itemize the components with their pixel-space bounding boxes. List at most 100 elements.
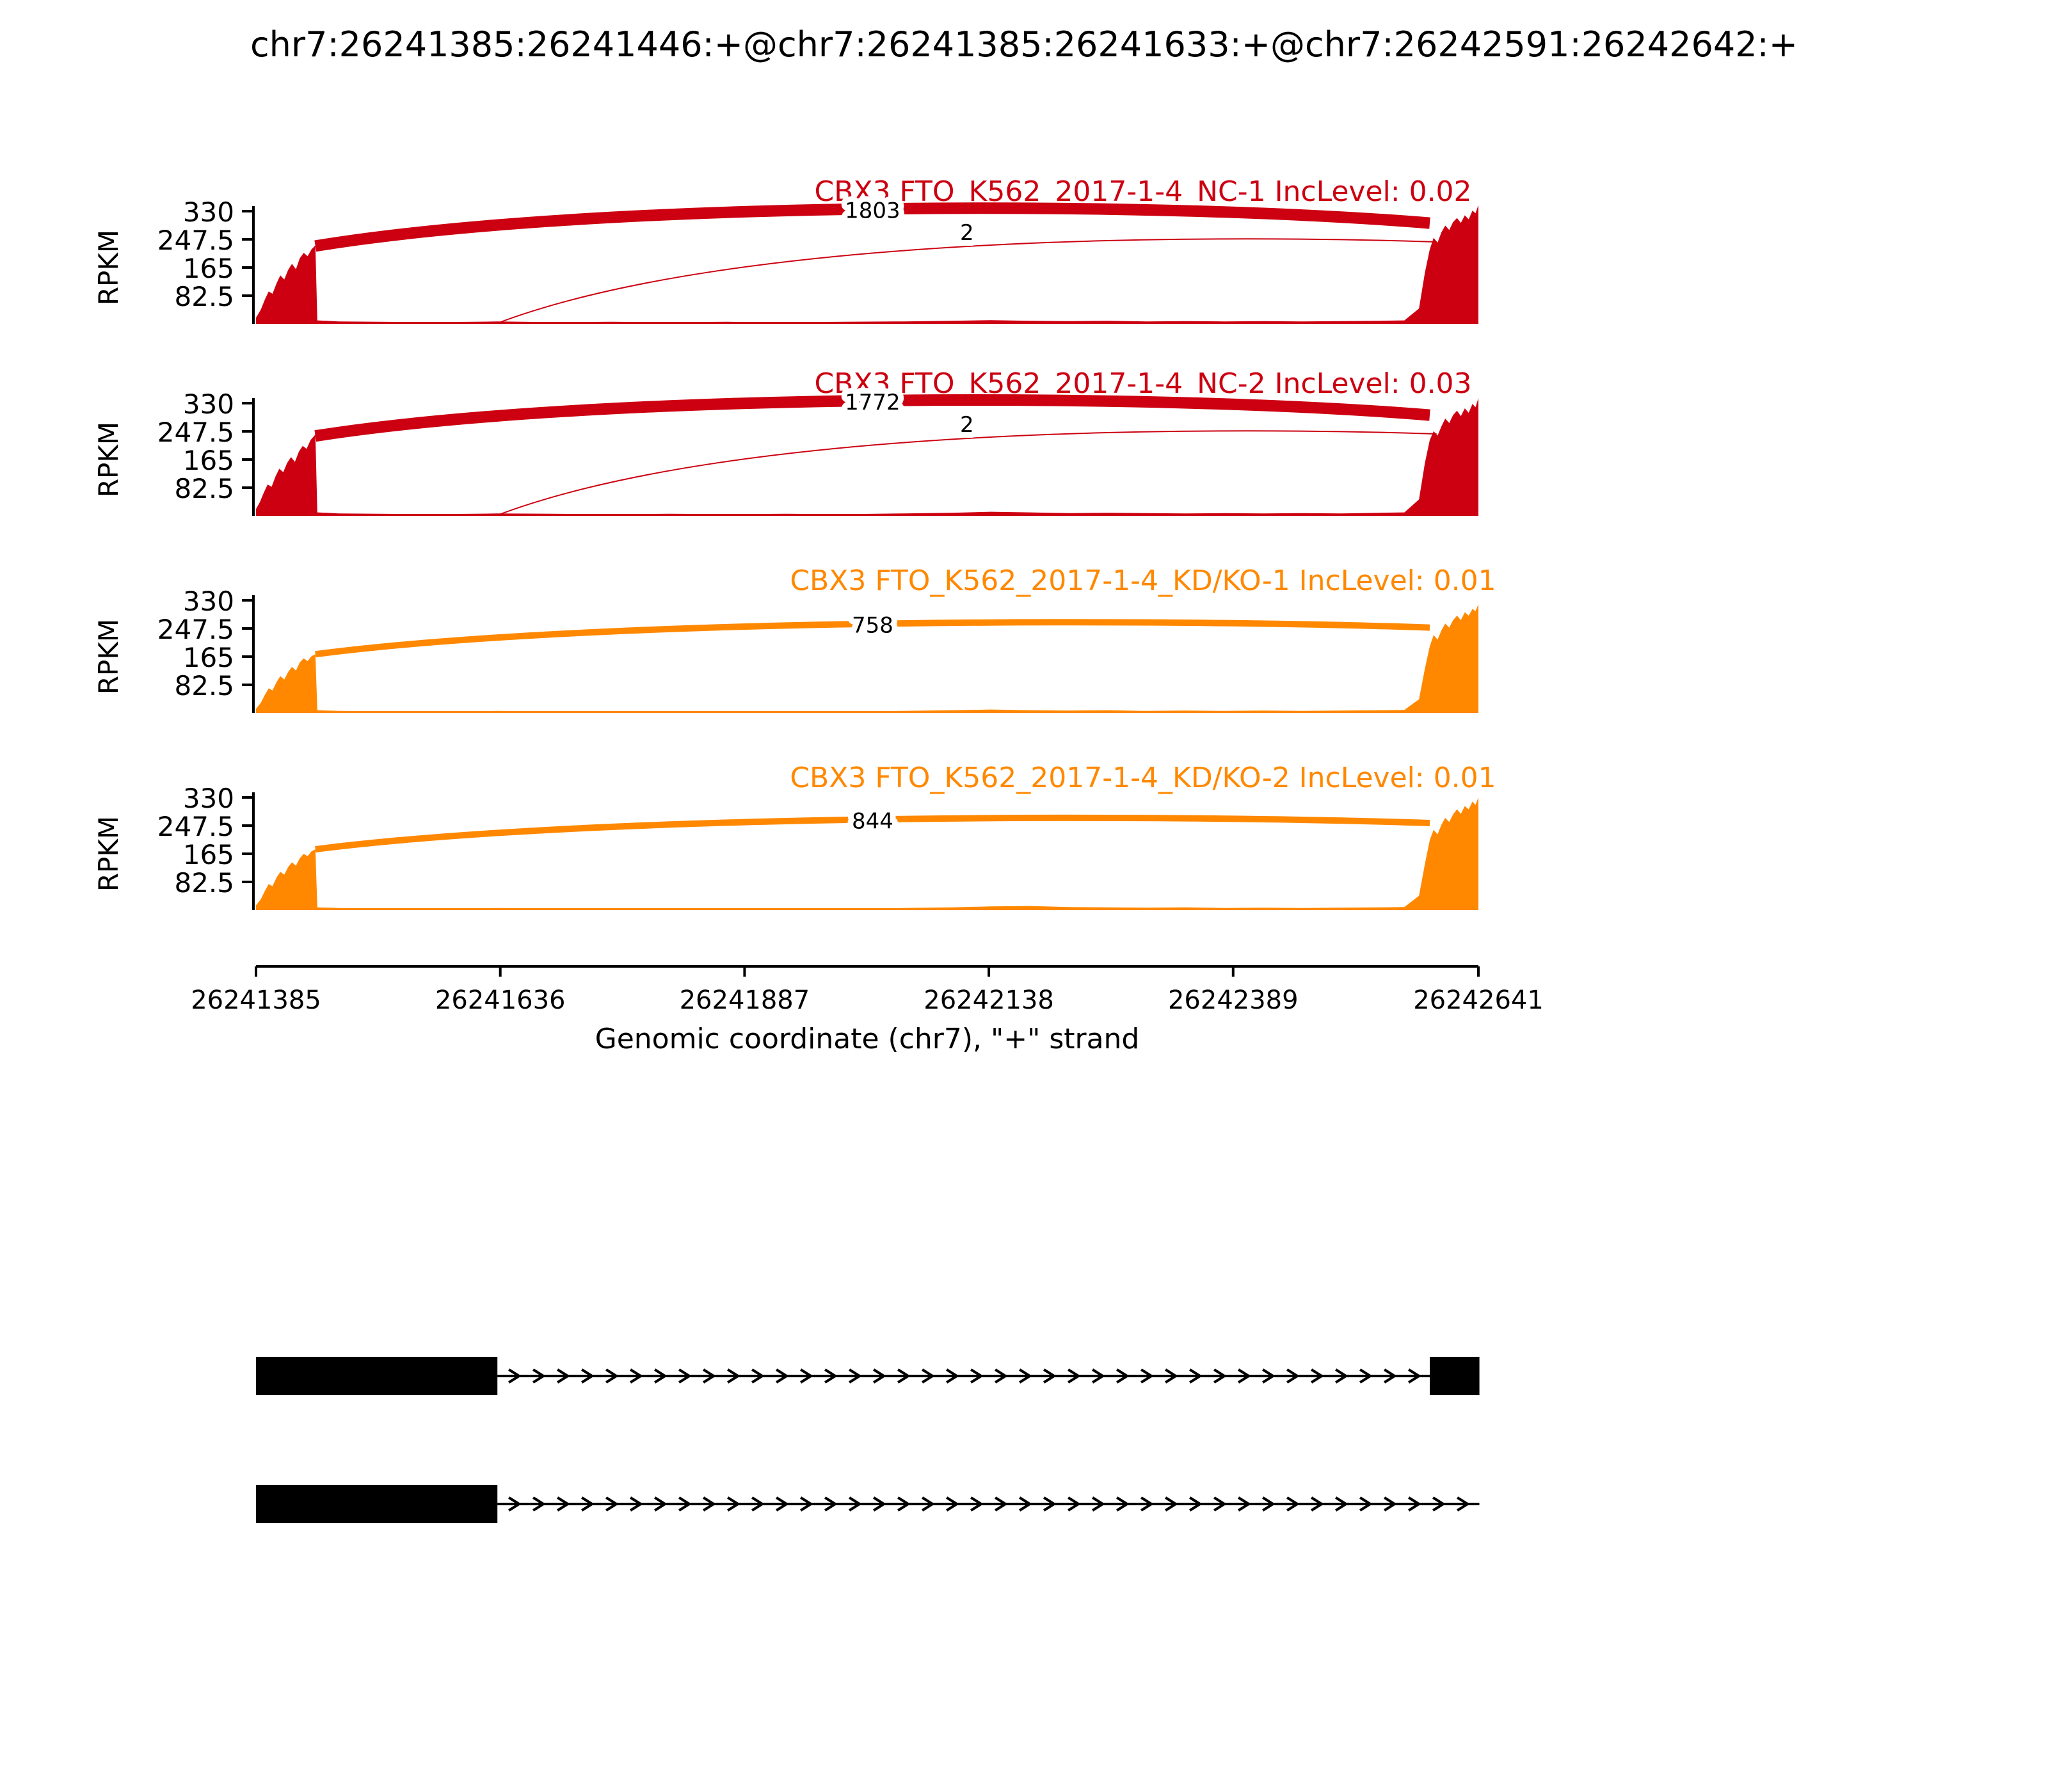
y-tick-label: 165 <box>183 445 234 476</box>
intron-arrow <box>1213 1496 1227 1512</box>
figure-title: chr7:26241385:26241446:+@chr7:26241385:2… <box>250 24 1798 65</box>
intron-arrow <box>1092 1368 1105 1384</box>
intron-arrow <box>630 1368 643 1384</box>
junction-arc <box>314 394 1430 442</box>
intron-arrow <box>824 1496 838 1512</box>
intron-arrow <box>1335 1496 1348 1512</box>
y-tick-label: 330 <box>183 388 234 420</box>
y-axis-title: RPKM <box>93 619 124 694</box>
junction-count: 758 <box>852 613 893 639</box>
intron-arrow <box>1068 1368 1081 1384</box>
intron-arrow <box>1043 1496 1057 1512</box>
intron-arrow <box>557 1496 570 1512</box>
intron-arrow <box>1457 1496 1470 1512</box>
intron-arrow <box>581 1496 595 1512</box>
exon-box <box>256 1485 498 1523</box>
intron-arrow <box>654 1368 668 1384</box>
intron-arrow <box>1408 1368 1421 1384</box>
y-tick-label: 247.5 <box>157 225 234 256</box>
intron-arrow <box>849 1368 862 1384</box>
y-tick-label: 165 <box>183 253 234 284</box>
junction-count: 2 <box>960 220 974 246</box>
intron-arrow <box>532 1496 546 1512</box>
junction-arc <box>497 238 1437 324</box>
exon-box <box>256 1357 498 1395</box>
intron-arrow <box>1092 1496 1105 1512</box>
intron-arrow <box>800 1368 813 1384</box>
x-tick-label: 26241385 <box>191 986 321 1015</box>
y-tick-label: 82.5 <box>174 281 234 312</box>
y-tick-label: 247.5 <box>157 811 234 842</box>
y-tick-label: 247.5 <box>157 417 234 448</box>
track-label: CBX3 FTO_K562_2017-1-4_KD/KO-1 IncLevel:… <box>790 564 1496 597</box>
intron-arrow <box>995 1496 1008 1512</box>
intron-arrow <box>1432 1496 1446 1512</box>
intron-arrow <box>946 1496 959 1512</box>
intron-arrow <box>508 1368 522 1384</box>
intron-arrow <box>897 1368 911 1384</box>
intron-arrow <box>727 1496 740 1512</box>
intron-arrow <box>873 1368 886 1384</box>
y-axis-title: RPKM <box>93 230 124 305</box>
intron-arrow <box>751 1496 765 1512</box>
intron-arrow <box>581 1368 595 1384</box>
intron-arrow <box>995 1368 1008 1384</box>
intron-arrow <box>1043 1368 1057 1384</box>
intron-arrow <box>1213 1368 1227 1384</box>
intron-arrow <box>1286 1368 1300 1384</box>
junction-count: 844 <box>852 808 893 834</box>
x-tick-label: 26242138 <box>924 986 1054 1015</box>
intron-arrow <box>873 1496 886 1512</box>
coverage-baseline <box>256 322 1478 324</box>
y-axis-title: RPKM <box>93 422 124 497</box>
intron-arrow <box>776 1496 789 1512</box>
x-tick-label: 26242389 <box>1168 986 1299 1015</box>
intron-arrow <box>824 1368 838 1384</box>
x-axis-title: Genomic coordinate (chr7), "+" strand <box>595 1023 1140 1055</box>
junction-arc <box>314 202 1430 252</box>
intron-arrow <box>1019 1368 1032 1384</box>
intron-arrow <box>703 1368 716 1384</box>
intron-arrow <box>1384 1496 1397 1512</box>
track-1: CBX3 FTO_K562_2017-1-4_NC-1 IncLevel: 0.… <box>93 175 1478 324</box>
track-label: CBX3 FTO_K562_2017-1-4_NC-1 IncLevel: 0.… <box>814 175 1471 208</box>
intron-arrow <box>1311 1496 1324 1512</box>
intron-arrow <box>1359 1368 1373 1384</box>
intron-arrow <box>1116 1496 1130 1512</box>
y-axis-title: RPKM <box>93 816 124 892</box>
y-tick-label: 165 <box>183 839 234 870</box>
y-tick-label: 82.5 <box>174 473 234 504</box>
intron-arrow <box>1165 1496 1178 1512</box>
intron-arrow <box>1311 1368 1324 1384</box>
intron-arrow <box>532 1368 546 1384</box>
intron-arrow <box>605 1368 619 1384</box>
intron-arrow <box>849 1496 862 1512</box>
intron-arrow <box>751 1368 765 1384</box>
intron-arrow <box>1359 1496 1373 1512</box>
y-tick-label: 165 <box>183 642 234 673</box>
isoform-1 <box>256 1357 1480 1395</box>
intron-arrow <box>630 1496 643 1512</box>
intron-arrow <box>946 1368 959 1384</box>
y-tick-label: 330 <box>183 783 234 814</box>
track-3: CBX3 FTO_K562_2017-1-4_KD/KO-1 IncLevel:… <box>93 564 1496 713</box>
intron-arrow <box>703 1496 716 1512</box>
intron-arrow <box>776 1368 789 1384</box>
intron-arrow <box>1286 1496 1300 1512</box>
intron-arrow <box>678 1496 692 1512</box>
track-4: CBX3 FTO_K562_2017-1-4_KD/KO-2 IncLevel:… <box>93 762 1496 910</box>
track-label: CBX3 FTO_K562_2017-1-4_KD/KO-2 IncLevel:… <box>790 762 1496 794</box>
y-tick-label: 330 <box>183 196 234 228</box>
junction-arc <box>315 619 1430 658</box>
junction-count: 2 <box>960 412 974 438</box>
x-tick-label: 26241887 <box>680 986 810 1015</box>
intron-arrow <box>897 1496 911 1512</box>
coverage-baseline <box>256 514 1478 516</box>
intron-arrow <box>1165 1368 1178 1384</box>
intron-arrow <box>1262 1496 1276 1512</box>
exon-box <box>1430 1357 1480 1395</box>
x-tick-label: 26242641 <box>1413 986 1544 1015</box>
intron-arrow <box>1262 1368 1276 1384</box>
